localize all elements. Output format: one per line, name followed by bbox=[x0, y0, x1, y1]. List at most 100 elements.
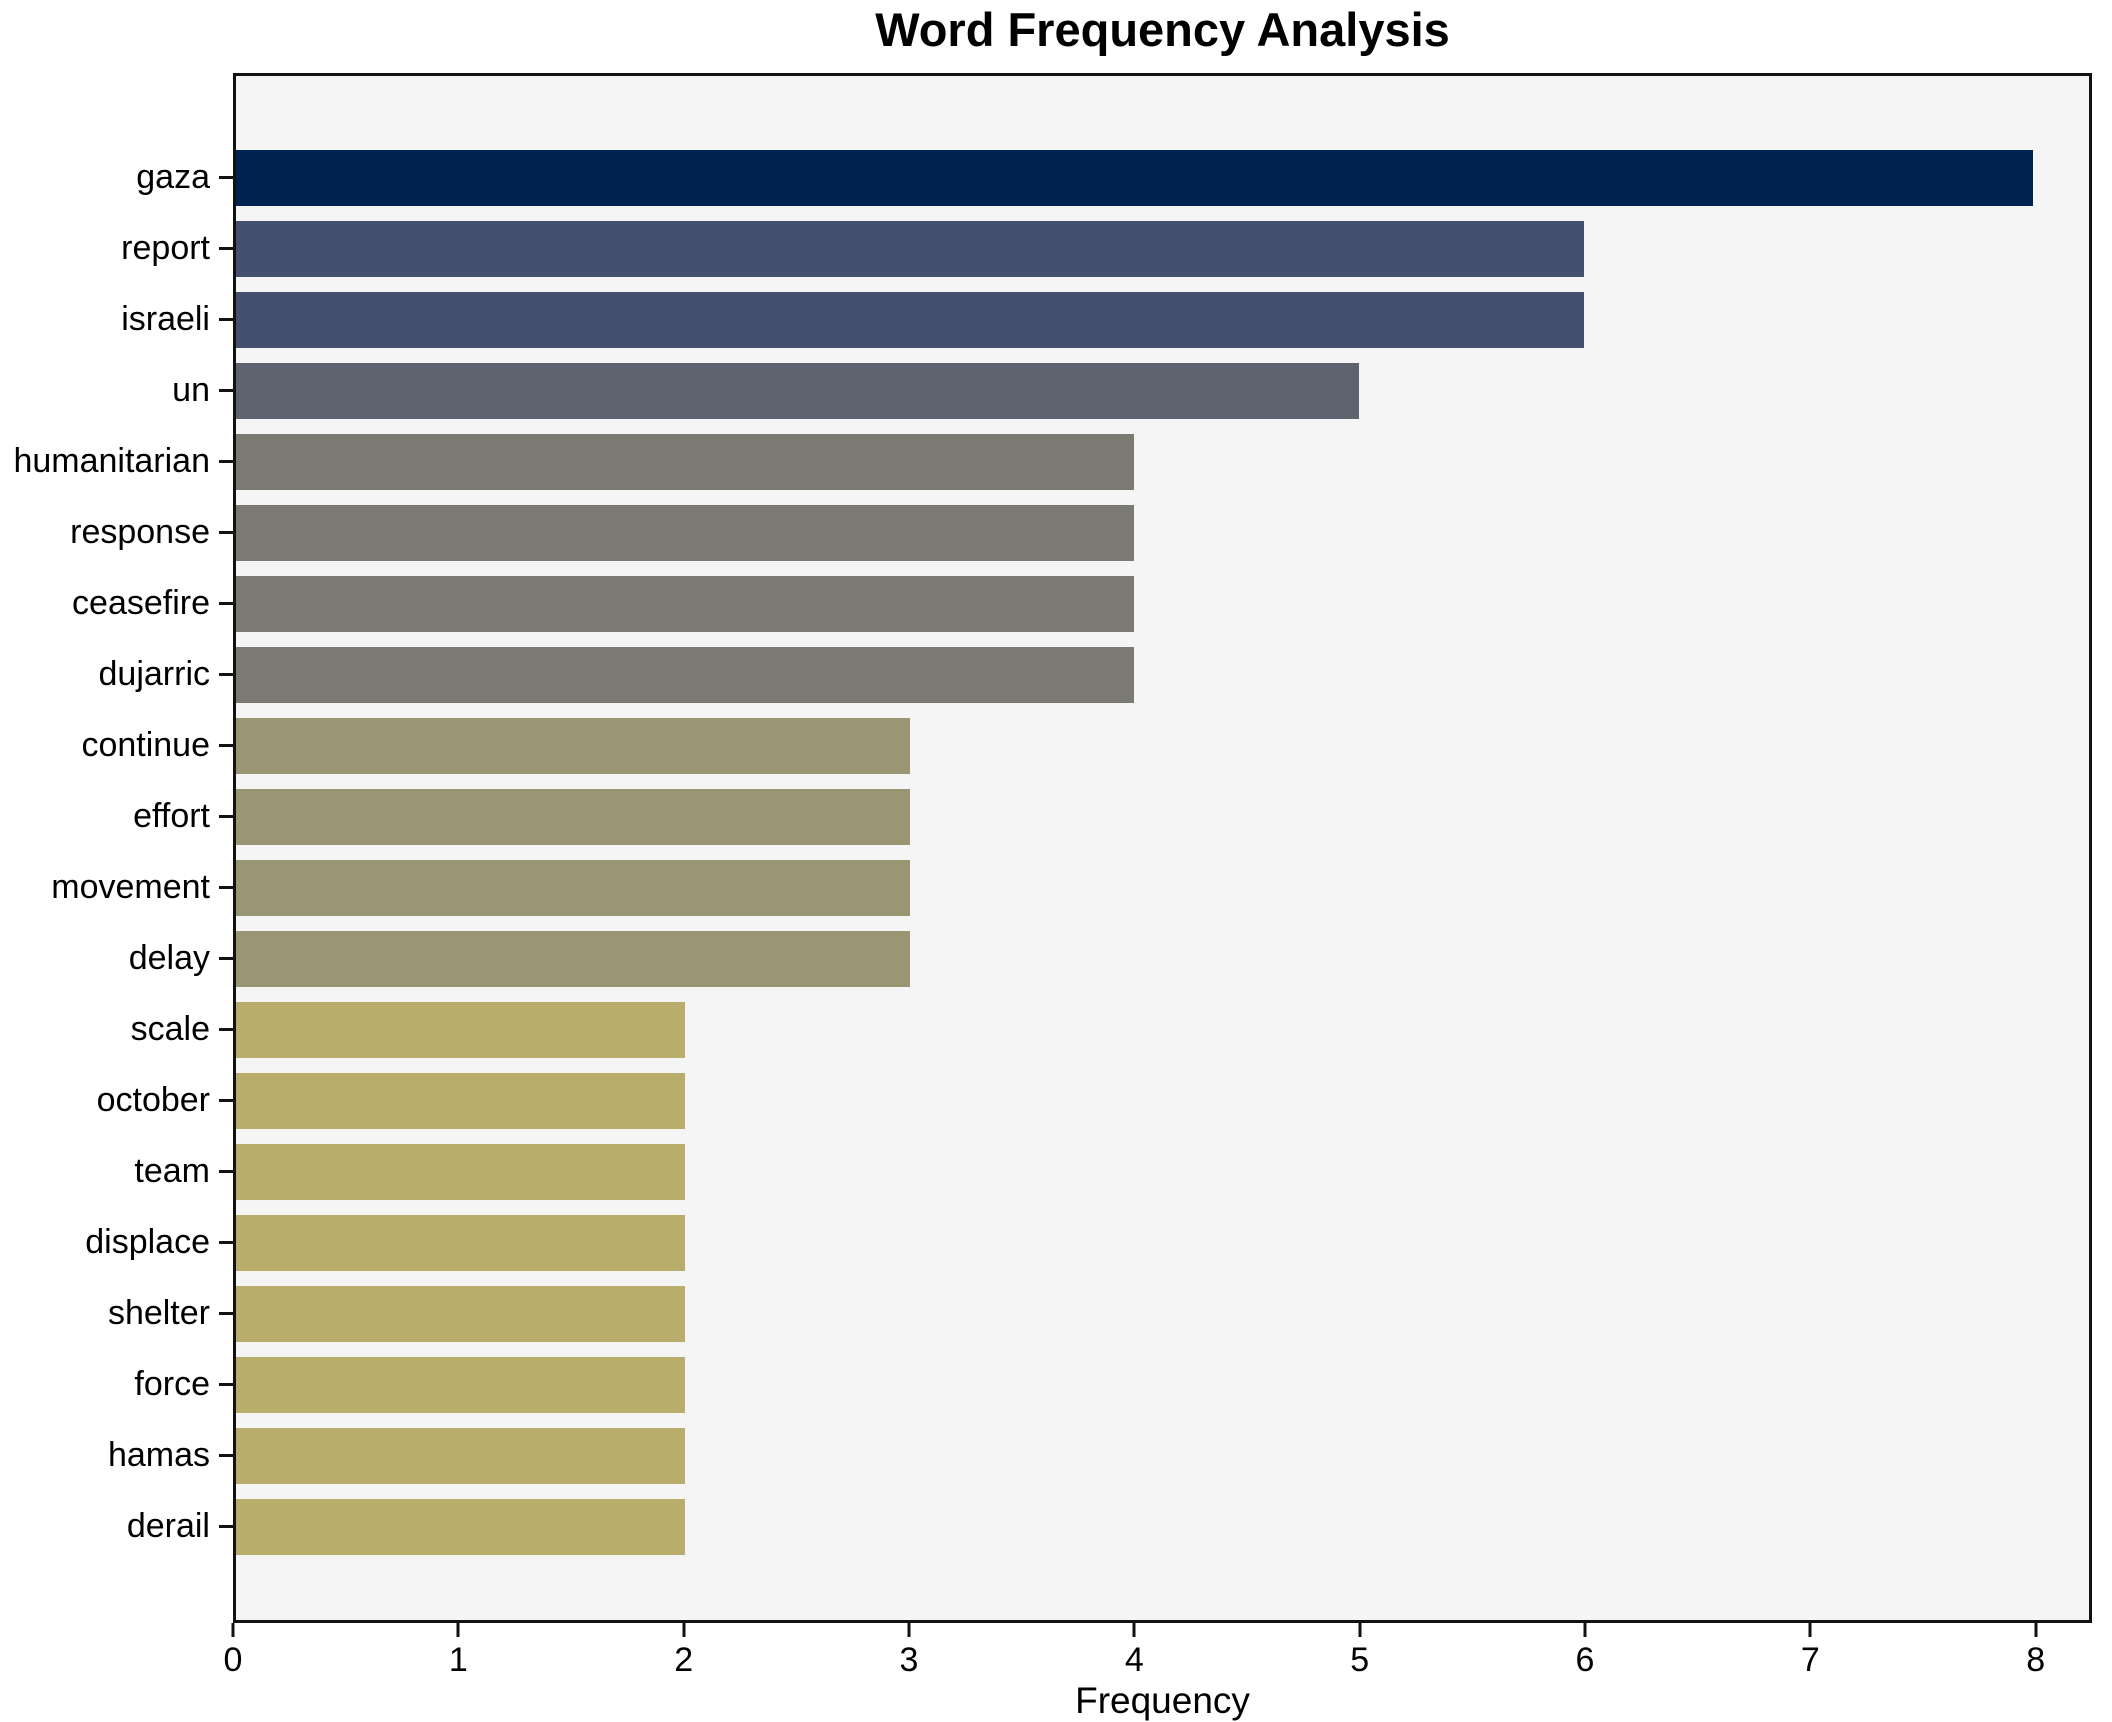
x-tick-label-0: 0 bbox=[223, 1641, 243, 1679]
y-tick bbox=[219, 886, 233, 889]
y-tick bbox=[219, 1454, 233, 1457]
bar-row bbox=[236, 852, 2089, 923]
x-tick bbox=[2034, 1623, 2038, 1637]
bar-row bbox=[236, 1349, 2089, 1420]
bar-response bbox=[236, 504, 1135, 561]
bar-row bbox=[236, 568, 2089, 639]
bar-row bbox=[236, 1491, 2089, 1562]
y-label-effort: effort bbox=[133, 797, 210, 835]
bar-effort bbox=[236, 788, 910, 845]
bar-row bbox=[236, 923, 2089, 994]
bar-row bbox=[236, 1065, 2089, 1136]
y-label-scale: scale bbox=[130, 1010, 210, 1048]
y-tick bbox=[219, 1525, 233, 1528]
bar-scale bbox=[236, 1001, 686, 1058]
bar-continue bbox=[236, 717, 910, 774]
y-label-displace: displace bbox=[85, 1223, 210, 1261]
bar-row bbox=[236, 1136, 2089, 1207]
bar-row bbox=[236, 1278, 2089, 1349]
y-label-movement: movement bbox=[51, 868, 210, 906]
bar-row bbox=[236, 710, 2089, 781]
y-label-dujarric: dujarric bbox=[98, 655, 210, 693]
y-tick bbox=[219, 1241, 233, 1244]
bar-row bbox=[236, 994, 2089, 1065]
x-tick bbox=[1132, 1623, 1136, 1637]
y-tick bbox=[219, 389, 233, 392]
bar-gaza bbox=[236, 149, 2033, 206]
bar-humanitarian bbox=[236, 433, 1135, 490]
y-label-humanitarian: humanitarian bbox=[13, 442, 210, 480]
bar-row bbox=[236, 213, 2089, 284]
bar-row bbox=[236, 355, 2089, 426]
y-tick bbox=[219, 531, 233, 534]
y-label-ceasefire: ceasefire bbox=[72, 584, 210, 622]
y-tick bbox=[219, 247, 233, 250]
y-tick bbox=[219, 1170, 233, 1173]
y-label-israeli: israeli bbox=[121, 300, 210, 338]
x-tick-label-4: 4 bbox=[1124, 1641, 1144, 1679]
y-tick bbox=[219, 673, 233, 676]
y-label-report: report bbox=[121, 229, 210, 267]
bar-shelter bbox=[236, 1285, 686, 1342]
bar-october bbox=[236, 1072, 686, 1129]
y-label-october: october bbox=[96, 1081, 210, 1119]
bar-delay bbox=[236, 930, 910, 987]
x-tick bbox=[1583, 1623, 1587, 1637]
y-label-response: response bbox=[70, 513, 210, 551]
bar-derail bbox=[236, 1498, 686, 1555]
x-tick bbox=[1808, 1623, 1812, 1637]
bar-dujarric bbox=[236, 646, 1135, 703]
bar-report bbox=[236, 220, 1584, 277]
bar-force bbox=[236, 1356, 686, 1413]
x-tick-label-3: 3 bbox=[899, 1641, 919, 1679]
bars bbox=[236, 142, 2089, 1562]
x-tick-label-2: 2 bbox=[674, 1641, 694, 1679]
y-label-gaza: gaza bbox=[136, 158, 210, 196]
bar-un bbox=[236, 362, 1360, 419]
y-tick bbox=[219, 815, 233, 818]
x-tick bbox=[456, 1623, 460, 1637]
y-tick bbox=[219, 602, 233, 605]
y-tick bbox=[219, 176, 233, 179]
y-tick bbox=[219, 318, 233, 321]
y-axis-ticks bbox=[219, 142, 233, 1562]
bar-row bbox=[236, 284, 2089, 355]
bar-israeli bbox=[236, 291, 1584, 348]
y-tick bbox=[219, 1383, 233, 1386]
x-tick bbox=[231, 1623, 235, 1637]
plot-area bbox=[233, 73, 2092, 1623]
bar-row bbox=[236, 497, 2089, 568]
bar-row bbox=[236, 1420, 2089, 1491]
bar-row bbox=[236, 426, 2089, 497]
y-tick bbox=[219, 1312, 233, 1315]
x-tick-label-5: 5 bbox=[1350, 1641, 1370, 1679]
x-tick bbox=[682, 1623, 686, 1637]
y-label-hamas: hamas bbox=[107, 1436, 210, 1474]
x-axis-label: Frequency bbox=[1075, 1680, 1250, 1721]
y-tick bbox=[219, 460, 233, 463]
x-tick-label-6: 6 bbox=[1575, 1641, 1595, 1679]
bar-team bbox=[236, 1143, 686, 1200]
y-label-un: un bbox=[172, 371, 210, 409]
chart-title: Word Frequency Analysis bbox=[875, 3, 1450, 56]
bar-hamas bbox=[236, 1427, 686, 1484]
y-label-continue: continue bbox=[81, 726, 210, 764]
bar-displace bbox=[236, 1214, 686, 1271]
y-label-force: force bbox=[134, 1365, 210, 1403]
x-tick bbox=[1358, 1623, 1362, 1637]
x-tick-label-7: 7 bbox=[1800, 1641, 1820, 1679]
bar-row bbox=[236, 142, 2089, 213]
x-tick bbox=[907, 1623, 911, 1637]
x-tick-label-1: 1 bbox=[448, 1641, 468, 1679]
y-label-shelter: shelter bbox=[107, 1294, 210, 1332]
x-axis-ticks bbox=[231, 1623, 2092, 1637]
bar-row bbox=[236, 1207, 2089, 1278]
y-tick bbox=[219, 1028, 233, 1031]
bar-row bbox=[236, 781, 2089, 852]
y-axis-labels: gaza report israeli un humanitarian response c… bbox=[0, 142, 210, 1562]
bar-ceasefire bbox=[236, 575, 1135, 632]
y-label-delay: delay bbox=[128, 939, 210, 977]
y-tick bbox=[219, 957, 233, 960]
y-tick bbox=[219, 1099, 233, 1102]
